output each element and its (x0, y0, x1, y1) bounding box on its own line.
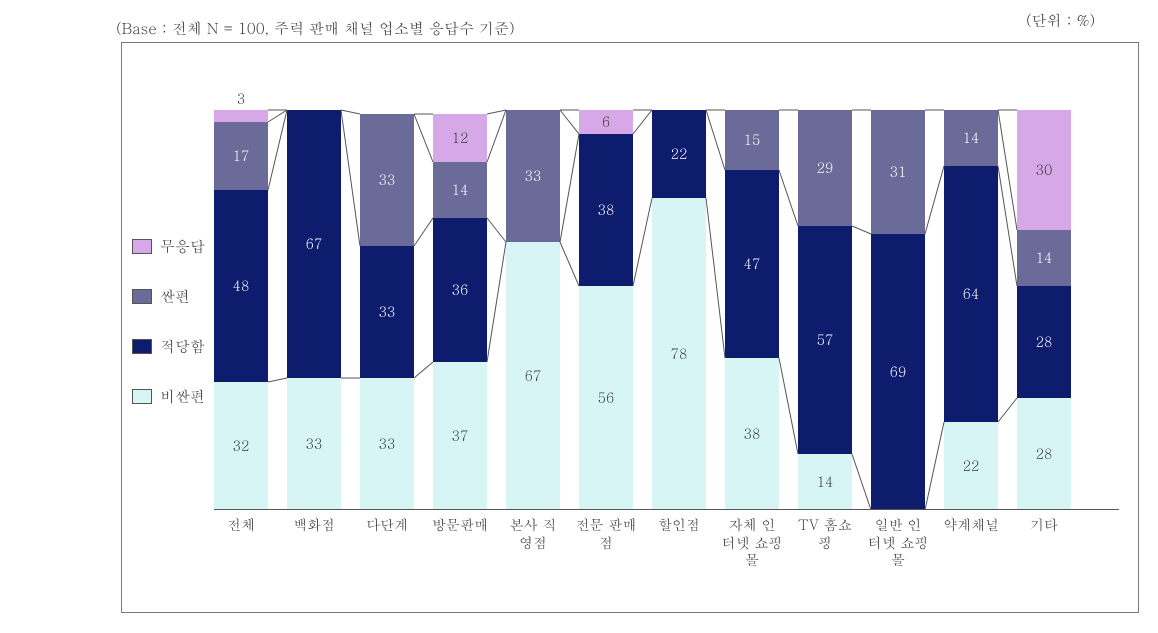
x-axis-labels: 전체백화점다단계방문판매본사 직 영점전문 판매 점할인점자체 인 터넷 쇼핑 … (214, 516, 1119, 596)
x-axis-label: 자체 인 터넷 쇼핑 몰 (716, 516, 789, 569)
legend-label: 비싼편 (160, 386, 205, 407)
connectors-layer (214, 70, 1119, 510)
legend-item-appropriate: 적당함 (132, 336, 205, 356)
unit-caption: (단위 : %) (1026, 10, 1095, 31)
x-axis-label: 본사 직 영점 (497, 516, 570, 551)
legend-item-noresponse: 무응답 (132, 236, 205, 256)
x-axis-label: 전문 판매 점 (570, 516, 643, 551)
legend-item-expensive: 비싼편 (132, 386, 205, 406)
x-axis-line (214, 509, 1119, 510)
x-axis-label: 약계채널 (935, 516, 1008, 534)
chart-area: 3248173336733333337361412673356386782238… (214, 70, 1119, 510)
legend: 무응답싼편적당함비싼편 (132, 236, 205, 406)
x-axis-label: 기타 (1008, 516, 1081, 534)
x-axis-label: 일반 인 터넷 쇼핑 몰 (862, 516, 935, 569)
legend-label: 적당함 (160, 336, 205, 357)
x-axis-label: 전체 (205, 516, 278, 534)
x-axis-label: 백화점 (278, 516, 351, 534)
legend-swatch (132, 389, 152, 404)
legend-label: 무응답 (160, 236, 205, 257)
x-axis-label: TV 홈쇼 핑 (789, 516, 862, 551)
base-caption: (Base : 전체 N = 100, 주력 판매 채널 업소별 응답수 기준) (116, 18, 515, 39)
legend-item-cheap: 싼편 (132, 286, 205, 306)
x-axis-label: 방문판매 (424, 516, 497, 534)
legend-swatch (132, 339, 152, 354)
x-axis-label: 다단계 (351, 516, 424, 534)
legend-swatch (132, 289, 152, 304)
legend-label: 싼편 (160, 286, 190, 307)
x-axis-label: 할인점 (643, 516, 716, 534)
legend-swatch (132, 239, 152, 254)
chart-container: { "meta": { "caption_left": "(Base : 전체 … (0, 0, 1158, 633)
